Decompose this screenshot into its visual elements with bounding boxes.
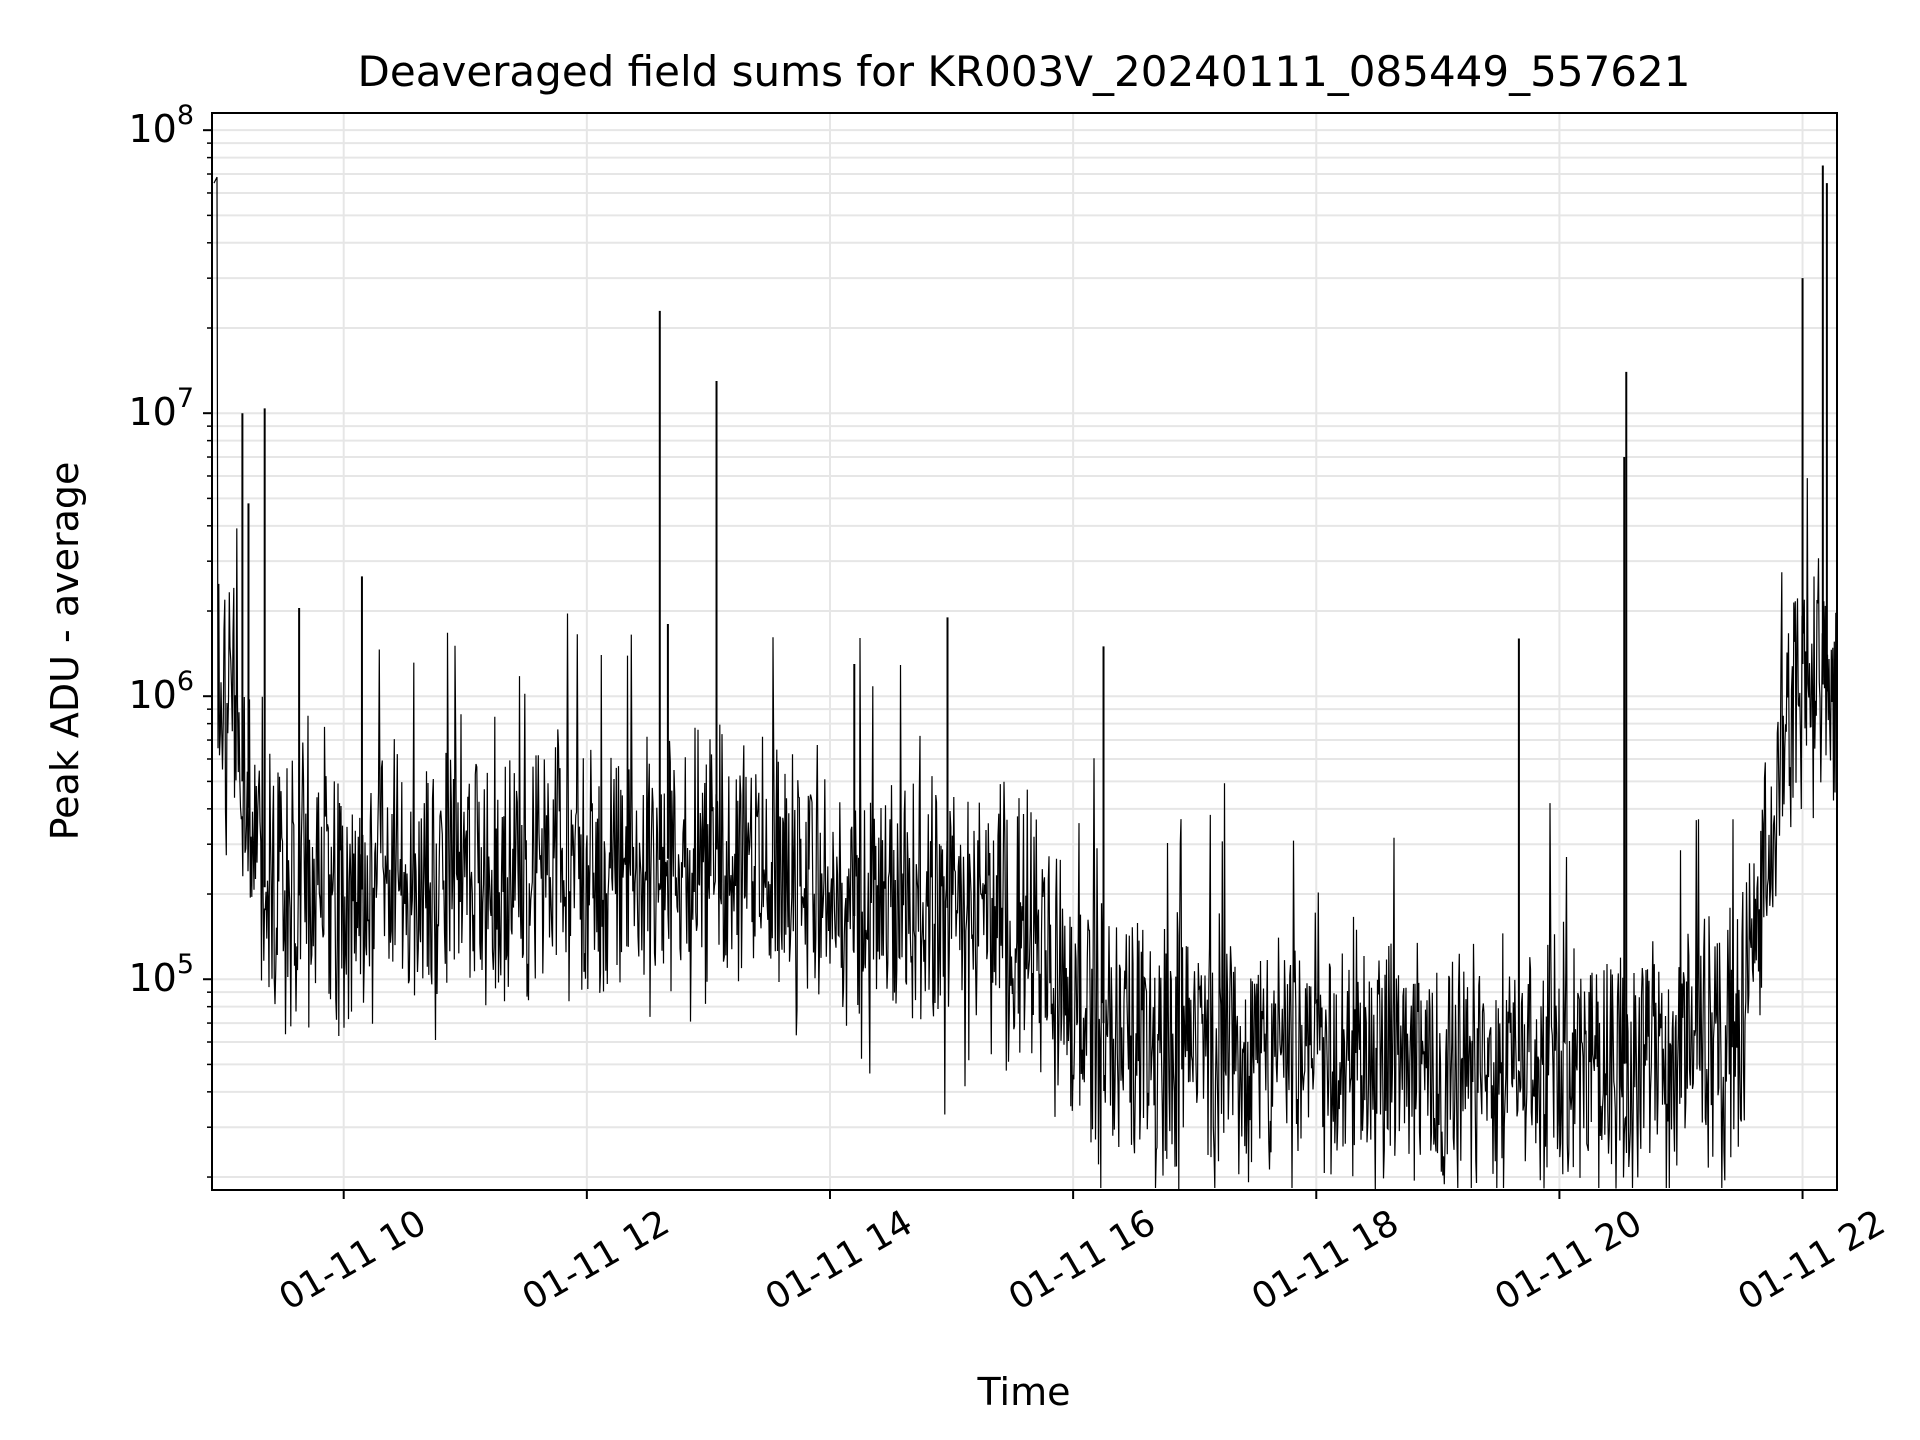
series-line bbox=[213, 176, 1837, 1190]
x-tick-label: 01-11 20 bbox=[1488, 1202, 1649, 1318]
x-tick-label: 01-11 18 bbox=[1245, 1202, 1406, 1318]
x-tick-label: 01-11 12 bbox=[516, 1202, 677, 1318]
y-tick-label: 106 bbox=[128, 666, 194, 717]
grid-lines bbox=[212, 113, 1837, 1190]
y-axis-label: Peak ADU - average bbox=[43, 462, 87, 841]
y-tick-label: 108 bbox=[128, 100, 194, 151]
x-tick-label: 01-11 10 bbox=[273, 1202, 434, 1318]
y-tick-label: 107 bbox=[128, 383, 194, 434]
x-tick-label: 01-11 14 bbox=[759, 1202, 920, 1318]
chart-title: Deaveraged field sums for KR003V_2024011… bbox=[358, 47, 1691, 96]
x-tick-label: 01-11 22 bbox=[1731, 1202, 1892, 1318]
x-axis-label: Time bbox=[977, 1370, 1071, 1414]
y-tick-label: 105 bbox=[128, 949, 194, 1000]
x-tick-label: 01-11 16 bbox=[1002, 1202, 1163, 1318]
plot-frame bbox=[211, 112, 1838, 1191]
data-series bbox=[213, 165, 1837, 1190]
